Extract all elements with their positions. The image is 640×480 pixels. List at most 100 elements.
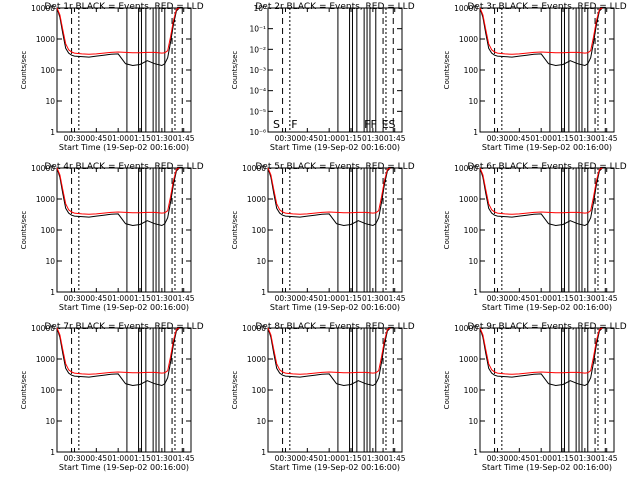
x-tick-label: 01:30 [574, 134, 596, 143]
x-tick-label: 00:30 [487, 454, 509, 463]
y-tick-label: 10 [256, 417, 266, 426]
chart-title: Det 6r BLACK = Events, RED = LLD [467, 162, 626, 172]
y-tick-label: 1000 [36, 355, 55, 364]
x-tick-label: 00:45 [297, 134, 319, 143]
y-axis-label: Counts/sec [443, 51, 451, 90]
x-tick-label: 01:15 [129, 294, 151, 303]
y-tick-label: 10⁻³ [249, 66, 266, 75]
x-tick-label: 01:30 [362, 134, 384, 143]
y-tick-label: 1000 [36, 35, 55, 44]
y-tick-label: 10⁻⁴ [249, 87, 266, 96]
x-tick-label: 00:45 [509, 294, 531, 303]
y-tick-label: 1 [473, 128, 478, 137]
y-tick-label: 10⁻¹ [249, 25, 266, 34]
y-tick-label: 1000 [247, 195, 266, 204]
y-tick-label: 10000 [454, 164, 478, 173]
plot-frame [267, 327, 403, 453]
y-tick-label: 10⁻² [249, 45, 266, 54]
plot-frame [56, 327, 192, 453]
events-series-line [479, 167, 603, 227]
x-tick-label: 00:30 [64, 294, 86, 303]
chart-panel-7: 1 10 100 1000 10000 00:30 00:45 01:00 01:15 01:30… [20, 322, 204, 472]
x-tick-label: 01:45 [384, 134, 406, 143]
x-tick-label: 00:45 [86, 294, 108, 303]
y-tick-label: 10000 [454, 324, 478, 333]
y-tick-label: 1 [50, 288, 55, 297]
x-tick-label: 01:45 [173, 294, 195, 303]
chart-panel-5: 1 10 100 1000 10000 00:30 00:45 01:00 01:15 01:30… [231, 162, 415, 312]
x-tick-label: 01:45 [596, 454, 618, 463]
chart-title: Det 9r BLACK = Events, RED = LLD [467, 322, 626, 332]
y-tick-label: 10 [45, 257, 55, 266]
x-axis-label: Start Time (19-Sep-02 00:16:00) [59, 143, 189, 152]
chart-panel-9: 1 10 100 1000 10000 00:30 00:45 01:00 01:15 01:30… [443, 322, 627, 472]
y-tick-label: 10000 [242, 324, 266, 333]
x-axis-label: Start Time (19-Sep-02 00:16:00) [482, 303, 612, 312]
flag-annotation: ES [382, 118, 396, 131]
x-tick-label: 01:00 [530, 454, 552, 463]
y-tick-label: 10 [468, 257, 478, 266]
x-tick-label: 00:30 [487, 294, 509, 303]
y-tick-label: 10000 [31, 164, 55, 173]
x-tick-label: 00:45 [86, 454, 108, 463]
x-tick-label: 01:30 [151, 134, 173, 143]
x-tick-label: 01:15 [340, 134, 362, 143]
y-tick-label: 100 [41, 226, 56, 235]
x-tick-label: 00:45 [297, 294, 319, 303]
x-axis-label: Start Time (19-Sep-02 00:16:00) [482, 143, 612, 152]
y-tick-label: 100 [41, 386, 56, 395]
chart-title: Det 4r BLACK = Events, RED = LLD [44, 162, 203, 172]
events-series-line [479, 327, 603, 387]
y-tick-label: 10⁻⁶ [249, 128, 266, 137]
y-tick-label: 10 [468, 417, 478, 426]
x-tick-label: 01:00 [107, 294, 129, 303]
chart-title: Det 7r BLACK = Events, RED = LLD [44, 322, 203, 332]
y-tick-label: 10000 [242, 164, 266, 173]
events-series-line [56, 7, 180, 67]
events-series-line [56, 327, 180, 387]
x-axis-label: Start Time (19-Sep-02 00:16:00) [270, 463, 400, 472]
x-tick-label: 01:15 [340, 454, 362, 463]
y-tick-label: 10000 [454, 4, 478, 13]
x-tick-label: 00:30 [275, 294, 297, 303]
y-axis-label: Counts/sec [20, 51, 28, 90]
y-tick-label: 10000 [31, 4, 55, 13]
x-tick-label: 01:00 [107, 134, 129, 143]
y-tick-label: 100 [464, 66, 479, 75]
x-tick-label: 01:15 [552, 134, 574, 143]
chart-title: Det 3r BLACK = Events, RED = LLD [467, 2, 626, 12]
events-series-line [267, 167, 391, 227]
flag-annotation: S [273, 118, 280, 131]
y-axis-label: Counts/sec [20, 371, 28, 410]
x-tick-label: 01:15 [340, 294, 362, 303]
y-tick-label: 10 [45, 97, 55, 106]
plot-frame [267, 7, 403, 133]
y-tick-label: 1 [50, 448, 55, 457]
y-tick-label: 10⁻⁵ [249, 107, 266, 116]
chart-panel-8: 1 10 100 1000 10000 00:30 00:45 01:00 01:15 01:30… [231, 322, 415, 472]
y-tick-label: 100 [464, 226, 479, 235]
lld-series-line [479, 327, 603, 375]
y-tick-label: 1000 [459, 355, 478, 364]
x-axis-label: Start Time (19-Sep-02 00:16:00) [270, 143, 400, 152]
x-tick-label: 01:45 [384, 454, 406, 463]
x-tick-label: 01:45 [596, 294, 618, 303]
x-axis-label: Start Time (19-Sep-02 00:16:00) [270, 303, 400, 312]
x-tick-label: 01:00 [318, 134, 340, 143]
y-axis-label: Counts/sec [231, 371, 239, 410]
x-tick-label: 00:30 [64, 134, 86, 143]
x-tick-label: 01:45 [173, 134, 195, 143]
lld-series-line [479, 7, 603, 55]
x-tick-label: 01:00 [318, 454, 340, 463]
y-tick-label: 100 [464, 386, 479, 395]
lld-series-line [56, 167, 180, 215]
y-axis-label: Counts/sec [231, 51, 239, 90]
y-tick-label: 100 [252, 386, 267, 395]
x-tick-label: 00:45 [509, 134, 531, 143]
plot-frame [56, 7, 192, 133]
plot-frame [56, 167, 192, 293]
plot-frame [267, 167, 403, 293]
x-tick-label: 01:45 [173, 454, 195, 463]
chart-title: Det 8r BLACK = Events, RED = LLD [255, 322, 414, 332]
